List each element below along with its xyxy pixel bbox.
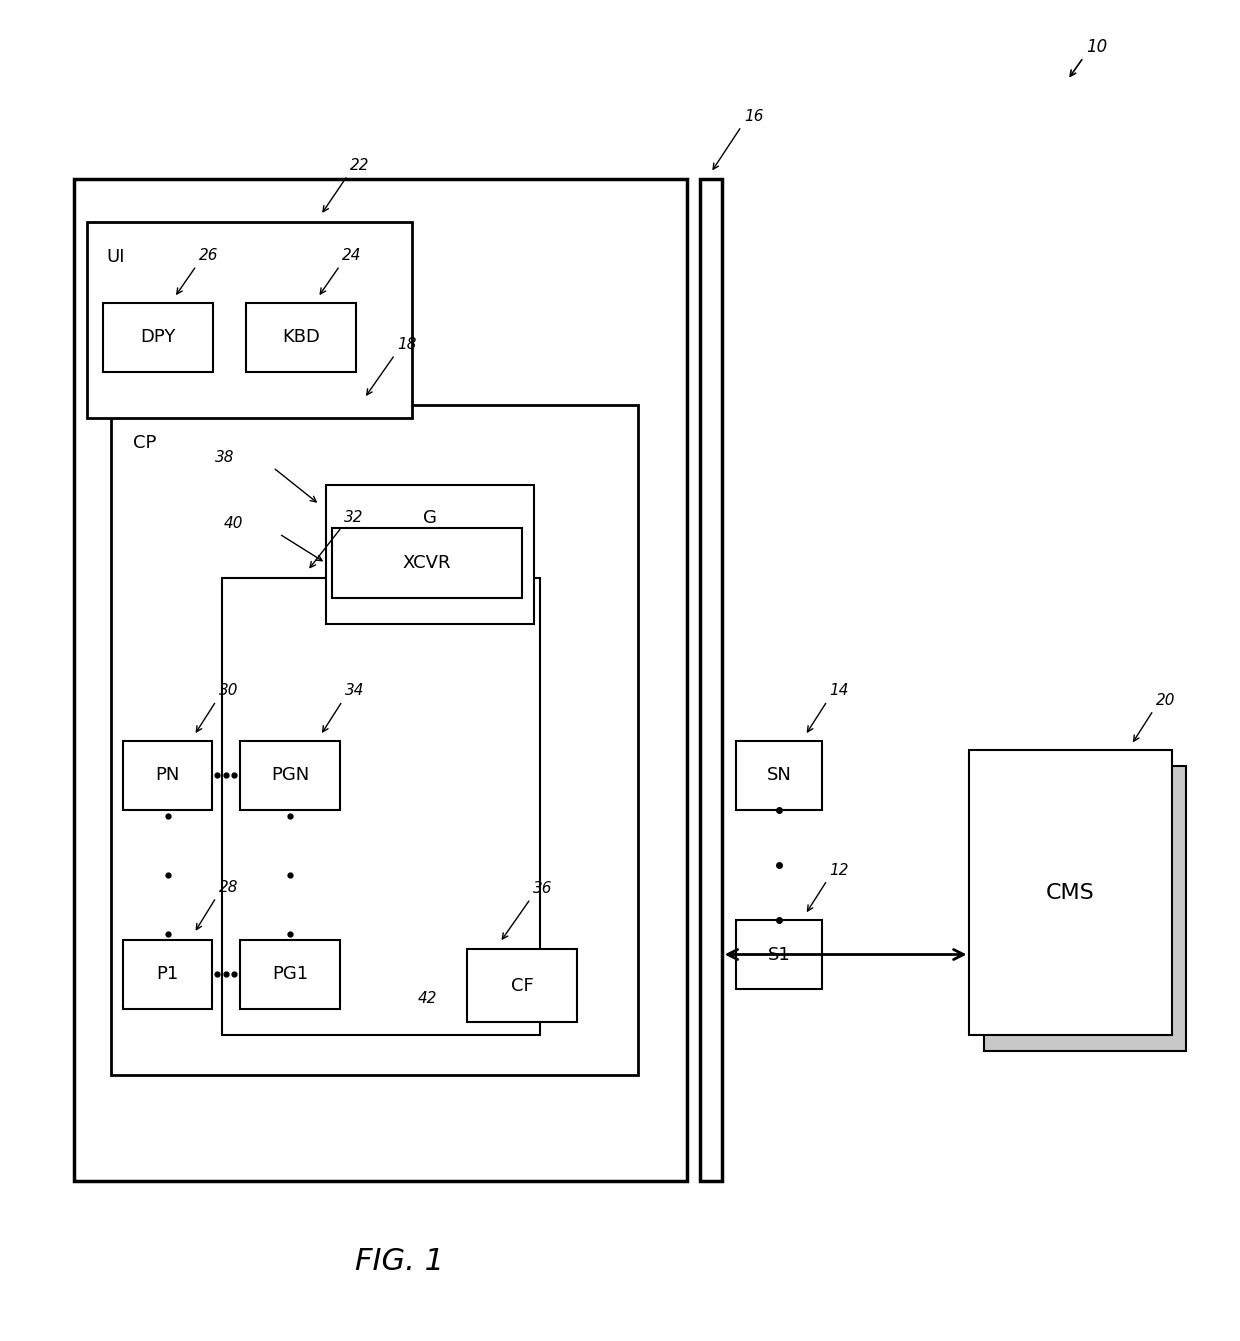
Bar	[699, 180, 722, 1181]
Text: 30: 30	[218, 684, 238, 699]
Text: 38: 38	[216, 449, 234, 465]
Text: G: G	[423, 508, 436, 527]
Text: 12: 12	[830, 862, 849, 877]
Text: 14: 14	[830, 684, 849, 699]
Text: FIG. 1: FIG. 1	[355, 1247, 444, 1275]
Text: 18: 18	[397, 337, 417, 351]
Bar	[124, 740, 212, 810]
Text: DPY: DPY	[140, 329, 175, 346]
Bar	[222, 578, 541, 1035]
Text: P1: P1	[156, 966, 179, 983]
Text: CMS: CMS	[1047, 882, 1095, 902]
Text: 32: 32	[345, 510, 363, 524]
Text: 36: 36	[533, 881, 553, 896]
Text: UI: UI	[107, 248, 125, 267]
Text: PG1: PG1	[272, 966, 309, 983]
Text: CF: CF	[511, 976, 533, 995]
Text: 26: 26	[198, 248, 218, 263]
Bar	[124, 940, 212, 1008]
Bar	[87, 223, 412, 418]
Text: CP: CP	[133, 434, 156, 452]
Bar	[466, 949, 577, 1022]
Bar	[985, 766, 1187, 1051]
Bar	[112, 405, 639, 1075]
Bar	[103, 303, 213, 371]
Bar	[239, 740, 341, 810]
Text: 16: 16	[744, 109, 764, 123]
Text: 28: 28	[218, 880, 238, 894]
Text: SN: SN	[768, 766, 792, 784]
Text: S1: S1	[768, 945, 791, 963]
Bar	[74, 180, 687, 1181]
Text: PGN: PGN	[272, 766, 309, 784]
Bar	[239, 940, 341, 1008]
Text: 20: 20	[1156, 693, 1176, 708]
Text: 24: 24	[342, 248, 362, 263]
Bar	[326, 484, 534, 624]
Bar	[737, 920, 822, 990]
Text: KBD: KBD	[283, 329, 320, 346]
Text: 34: 34	[345, 684, 365, 699]
Text: 42: 42	[418, 991, 438, 1006]
Bar	[970, 750, 1172, 1035]
Bar	[332, 528, 522, 598]
Text: 40: 40	[224, 516, 243, 531]
Text: PN: PN	[155, 766, 180, 784]
Bar	[246, 303, 356, 371]
Bar	[737, 740, 822, 810]
Text: 22: 22	[350, 158, 370, 173]
Text: 10: 10	[1086, 38, 1107, 56]
Text: XCVR: XCVR	[403, 554, 451, 573]
